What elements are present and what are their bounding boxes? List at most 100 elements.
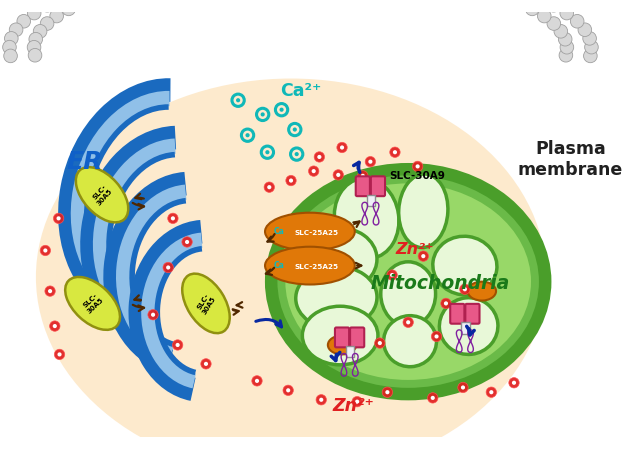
Ellipse shape — [383, 316, 436, 367]
Circle shape — [255, 379, 259, 383]
Circle shape — [56, 0, 70, 4]
Circle shape — [53, 324, 57, 328]
Circle shape — [460, 284, 470, 295]
Ellipse shape — [265, 247, 355, 285]
Text: Ca: Ca — [274, 228, 285, 237]
Circle shape — [40, 245, 50, 255]
Ellipse shape — [182, 273, 230, 333]
Circle shape — [286, 176, 296, 186]
Ellipse shape — [296, 267, 377, 329]
Text: SLC-
30A5: SLC- 30A5 — [81, 292, 104, 315]
Circle shape — [559, 48, 573, 62]
Circle shape — [412, 161, 423, 172]
Circle shape — [294, 152, 299, 156]
Text: SLC-30A9: SLC-30A9 — [389, 171, 445, 180]
Circle shape — [352, 396, 362, 407]
Circle shape — [176, 343, 180, 347]
Circle shape — [337, 142, 347, 153]
Circle shape — [62, 2, 75, 16]
Circle shape — [583, 49, 597, 63]
Text: Zn²⁺: Zn²⁺ — [395, 242, 433, 257]
FancyBboxPatch shape — [350, 327, 364, 348]
Circle shape — [166, 265, 170, 269]
Circle shape — [444, 301, 448, 305]
Circle shape — [458, 382, 468, 393]
Circle shape — [182, 237, 192, 247]
Circle shape — [340, 145, 344, 150]
Circle shape — [486, 387, 496, 397]
Circle shape — [185, 240, 189, 244]
Ellipse shape — [468, 282, 496, 300]
FancyBboxPatch shape — [355, 176, 370, 196]
Circle shape — [54, 349, 65, 360]
Circle shape — [27, 40, 41, 54]
Circle shape — [185, 287, 189, 291]
Circle shape — [28, 48, 42, 62]
Ellipse shape — [65, 277, 120, 330]
Text: SLC-25A25: SLC-25A25 — [295, 264, 339, 270]
Circle shape — [267, 185, 271, 189]
Circle shape — [45, 286, 55, 296]
Ellipse shape — [440, 298, 498, 354]
Circle shape — [570, 14, 584, 28]
Circle shape — [547, 0, 561, 12]
Text: Ca²⁺: Ca²⁺ — [280, 83, 321, 101]
Circle shape — [355, 400, 359, 404]
Circle shape — [245, 133, 250, 137]
Circle shape — [559, 32, 572, 46]
Circle shape — [578, 23, 592, 36]
Text: Ca: Ca — [274, 261, 285, 270]
Circle shape — [361, 174, 365, 178]
Circle shape — [385, 390, 389, 394]
FancyBboxPatch shape — [466, 304, 480, 324]
Ellipse shape — [299, 228, 377, 292]
Circle shape — [283, 385, 294, 396]
FancyBboxPatch shape — [335, 327, 349, 348]
Circle shape — [163, 262, 173, 273]
Circle shape — [415, 164, 420, 168]
Circle shape — [317, 155, 322, 159]
Circle shape — [538, 9, 551, 23]
Text: Mitochondria: Mitochondria — [370, 274, 510, 293]
Circle shape — [10, 23, 23, 36]
Circle shape — [357, 171, 368, 181]
Circle shape — [336, 173, 340, 177]
Circle shape — [204, 362, 208, 366]
Circle shape — [264, 182, 275, 192]
Bar — [367, 195, 375, 206]
Bar — [346, 346, 354, 357]
Circle shape — [41, 0, 54, 12]
Circle shape — [333, 170, 343, 180]
Circle shape — [375, 338, 385, 348]
Circle shape — [421, 254, 426, 258]
Bar — [461, 322, 469, 334]
Circle shape — [3, 40, 17, 54]
Circle shape — [27, 6, 41, 20]
Circle shape — [509, 378, 519, 388]
Circle shape — [441, 298, 451, 308]
Circle shape — [554, 25, 568, 38]
Circle shape — [54, 213, 64, 224]
Circle shape — [427, 393, 438, 403]
Text: ER: ER — [66, 150, 103, 174]
Circle shape — [387, 270, 397, 280]
Circle shape — [57, 352, 62, 357]
Circle shape — [33, 25, 47, 38]
Circle shape — [560, 6, 573, 20]
Circle shape — [57, 216, 61, 220]
Circle shape — [308, 166, 319, 176]
FancyBboxPatch shape — [450, 304, 464, 324]
Circle shape — [50, 321, 60, 331]
Text: SLC-
30A5: SLC- 30A5 — [90, 183, 113, 207]
Circle shape — [390, 147, 400, 158]
Circle shape — [314, 152, 325, 162]
Circle shape — [29, 32, 43, 46]
Circle shape — [431, 331, 441, 342]
Ellipse shape — [271, 169, 545, 394]
Circle shape — [182, 284, 192, 295]
Circle shape — [463, 287, 467, 291]
Circle shape — [93, 0, 106, 3]
Circle shape — [489, 390, 494, 394]
Circle shape — [511, 0, 525, 9]
Circle shape — [316, 395, 326, 405]
